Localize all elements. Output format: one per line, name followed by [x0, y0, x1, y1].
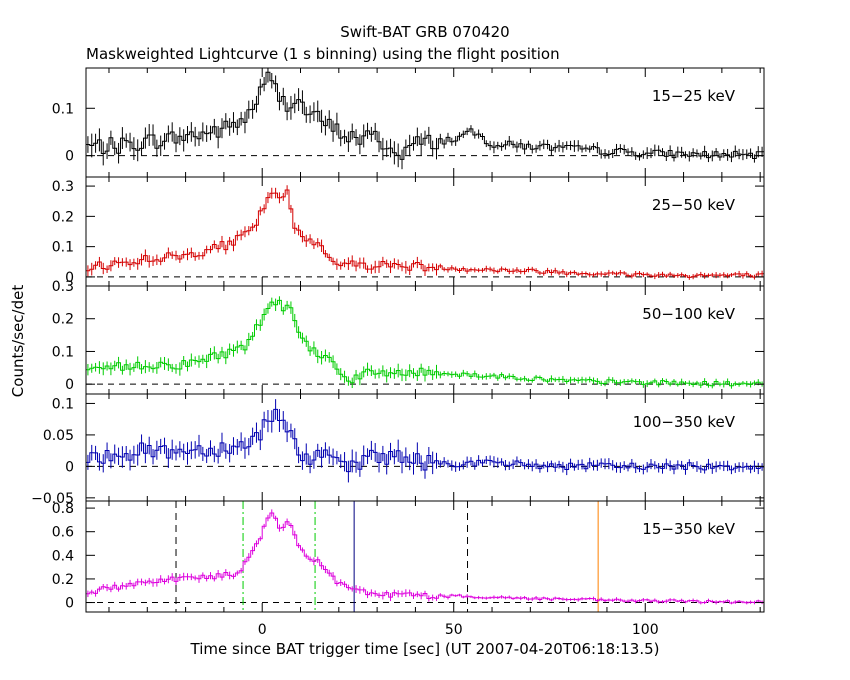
chart-subtitle: Maskweighted Lightcurve (1 s binning) us…	[86, 45, 560, 63]
y-tick-label: 0.05	[43, 428, 74, 444]
lightcurve-5	[86, 509, 764, 605]
series-line	[86, 71, 764, 160]
panel-frame	[85, 67, 765, 178]
panel-3: 0 0.1 0.2 0.3 50−100 keV	[52, 279, 765, 395]
y-tick-label: 0.2	[52, 572, 74, 588]
series-line	[86, 512, 764, 604]
y-tick-label: 0.8	[52, 501, 74, 517]
band-label: 25−50 keV	[652, 196, 736, 214]
y-tick-label: 0.1	[52, 240, 74, 256]
x-axis-label: Time since BAT trigger time [sec] (UT 20…	[190, 640, 660, 658]
panel-frame	[85, 500, 765, 613]
y-tick-label: 0.1	[52, 396, 74, 412]
y-tick-label: 0.1	[52, 101, 74, 117]
series-line	[86, 299, 764, 387]
y-tick-label: 0.3	[52, 179, 74, 195]
series-line	[86, 189, 764, 278]
lightcurve-4	[86, 399, 764, 483]
y-axis-label: Counts/sec/det	[9, 285, 27, 398]
panel-4: −0.05 0 0.05 0.1 100−350 keV	[31, 393, 765, 507]
x-tick-label: 0	[258, 622, 267, 638]
band-label: 50−100 keV	[642, 305, 735, 323]
y-tick-label: 0.2	[52, 209, 74, 225]
band-label: 15−25 keV	[652, 87, 736, 105]
y-tick-label: 0	[65, 459, 74, 475]
series-line	[86, 408, 764, 473]
y-tick-label: 0.4	[52, 548, 74, 564]
y-tick-label: 0	[65, 596, 74, 612]
y-tick-label: 0.2	[52, 312, 74, 328]
y-tick-label: 0	[65, 377, 74, 393]
y-tick-label: −0.05	[31, 491, 74, 507]
panel-5: 0 0.2 0.4 0.6 0.8 15−350 keV	[52, 500, 765, 613]
panel-1: 0 0.1 15−25 keV	[52, 67, 765, 178]
y-tick-label: 0	[65, 270, 74, 286]
x-tick-label: 50	[445, 622, 463, 638]
error-bars	[87, 68, 763, 170]
y-tick-label: 0	[65, 149, 74, 165]
band-label: 100−350 keV	[633, 413, 736, 431]
y-tick-label: 0.3	[52, 279, 74, 295]
panel-2: 0 0.1 0.2 0.3 25−50 keV	[52, 176, 765, 287]
lightcurve-3	[86, 296, 764, 389]
band-label: 15−350 keV	[642, 520, 735, 538]
lightcurve-2	[86, 185, 764, 280]
x-tick-label: 100	[632, 622, 659, 638]
y-tick-label: 0.1	[52, 344, 74, 360]
y-tick-label: 0.6	[52, 525, 74, 541]
chart-title: Swift-BAT GRB 070420	[340, 23, 509, 41]
lightcurve-1	[86, 68, 764, 170]
